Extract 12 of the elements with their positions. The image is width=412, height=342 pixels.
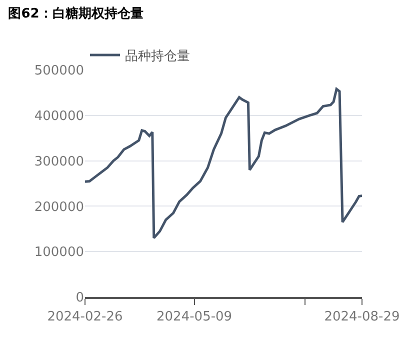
x-tick-label: 2024-08-29	[324, 309, 400, 324]
y-tick-label: 100000	[34, 245, 84, 260]
x-tick-label: 2024-02-26	[47, 309, 123, 324]
y-tick-label: 0	[76, 290, 84, 306]
x-tick-label: 2024-05-09	[156, 309, 232, 324]
y-tick-label: 400000	[34, 108, 84, 124]
chart-title: 图62：白糖期权持仓量	[8, 6, 144, 22]
y-tick-label: 500000	[34, 64, 84, 79]
legend-label: 品种持仓量	[125, 49, 190, 64]
y-tick-label: 300000	[34, 154, 84, 170]
y-tick-label: 200000	[34, 200, 84, 215]
line-series	[85, 88, 362, 240]
